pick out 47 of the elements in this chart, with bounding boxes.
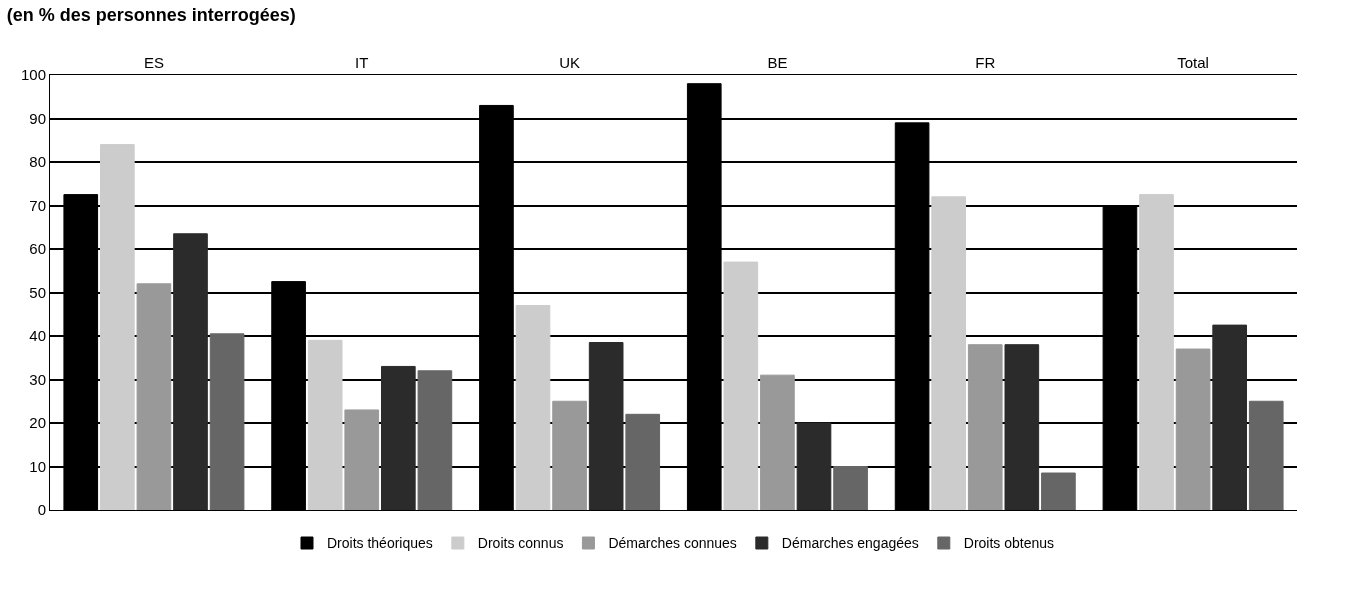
bar — [1139, 194, 1174, 510]
bar — [515, 305, 551, 510]
bar — [625, 413, 661, 510]
bar — [760, 374, 795, 510]
x-tick-label: ES — [143, 54, 164, 71]
x-tick-label: FR — [975, 54, 996, 71]
bar — [796, 422, 832, 510]
y-tick-label: 70 — [29, 196, 46, 214]
x-tick-label: Total — [1177, 54, 1209, 71]
y-tick-label: 40 — [29, 327, 46, 345]
bar — [723, 261, 759, 510]
y-tick-label: 90 — [29, 109, 46, 127]
y-tick-label: 50 — [29, 283, 46, 301]
bar — [967, 344, 1003, 510]
bar — [833, 466, 868, 510]
y-tick-label: 60 — [29, 240, 46, 258]
y-tick-label: 30 — [29, 370, 46, 388]
bar — [1041, 472, 1076, 510]
bar — [344, 409, 380, 510]
bar — [552, 400, 587, 510]
y-tick-label: 80 — [29, 153, 46, 171]
bar — [588, 342, 624, 510]
bar — [1175, 348, 1211, 510]
bar — [417, 370, 453, 510]
chart-title: (en % des personnes interrogées) — [6, 5, 296, 26]
bar — [1212, 324, 1247, 510]
x-tick-label: IT — [355, 54, 369, 71]
x-tick-label: UK — [559, 54, 580, 71]
legend-label: Droits obtenus — [963, 535, 1055, 552]
y-tick-label: 20 — [29, 414, 46, 432]
bar — [931, 196, 966, 510]
y-tick-label: 100 — [20, 66, 46, 84]
bar — [307, 339, 343, 510]
bar — [173, 233, 208, 510]
bar — [100, 144, 135, 510]
legend-label: Démarches connues — [608, 535, 737, 552]
bar — [1004, 344, 1040, 510]
legend-label: Droits théoriques — [327, 535, 433, 552]
x-tick-label: BE — [767, 54, 788, 71]
bar — [381, 365, 416, 510]
y-tick-label: 10 — [29, 457, 46, 475]
y-tick-label: 0 — [37, 501, 46, 519]
legend-label: Démarches engagées — [781, 535, 919, 552]
legend-label: Droits connus — [477, 535, 564, 552]
bar — [136, 283, 172, 510]
bar — [209, 333, 245, 510]
bar — [1248, 400, 1284, 510]
